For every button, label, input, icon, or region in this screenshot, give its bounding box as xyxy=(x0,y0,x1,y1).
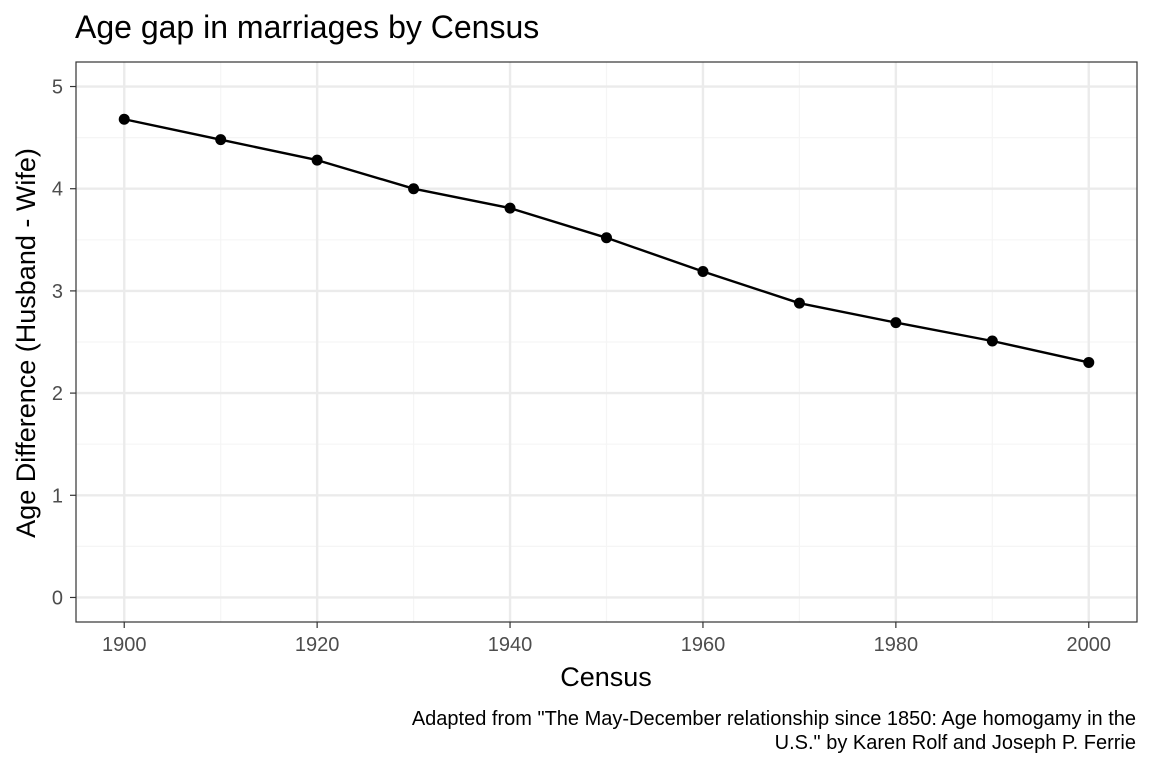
y-tick-label: 3 xyxy=(52,281,63,303)
y-tick-label: 2 xyxy=(52,383,63,405)
x-tick-label: 1960 xyxy=(681,634,726,656)
y-tick-label: 4 xyxy=(52,179,63,201)
data-point xyxy=(697,265,709,277)
data-point xyxy=(1083,356,1095,368)
x-tick-label: 1900 xyxy=(102,634,147,656)
data-point xyxy=(215,134,227,146)
x-tick-label: 2000 xyxy=(1067,634,1112,656)
data-point xyxy=(311,154,323,166)
data-point xyxy=(986,335,998,347)
tick-labels: 1900 1920 1940 1960 1980 2000 0 1 2 3 4 5 xyxy=(52,77,1111,656)
x-axis-title: Census xyxy=(560,662,652,692)
series-layer xyxy=(118,113,1095,368)
caption-line-1: Adapted from "The May-December relations… xyxy=(412,708,1136,730)
y-tick-label: 5 xyxy=(52,77,63,99)
y-axis-title: Age Difference (Husband - Wife) xyxy=(11,148,41,538)
caption-line-2: U.S." by Karen Rolf and Joseph P. Ferrie xyxy=(775,732,1136,754)
panel-border xyxy=(75,61,1138,623)
data-point xyxy=(601,232,612,244)
y-tick-label: 1 xyxy=(52,485,63,507)
data-point xyxy=(793,297,805,309)
data-point xyxy=(504,202,516,214)
x-tick-label: 1920 xyxy=(295,634,340,656)
data-point xyxy=(118,113,130,125)
y-tick-label: 0 xyxy=(52,587,63,609)
data-point xyxy=(408,183,420,195)
minor-gridlines xyxy=(76,62,1137,622)
x-tick-label: 1940 xyxy=(488,634,533,656)
chart-title: Age gap in marriages by Census xyxy=(75,9,539,45)
x-tick-label: 1980 xyxy=(874,634,919,656)
axis-ticks xyxy=(70,85,1090,628)
data-point xyxy=(890,317,902,329)
